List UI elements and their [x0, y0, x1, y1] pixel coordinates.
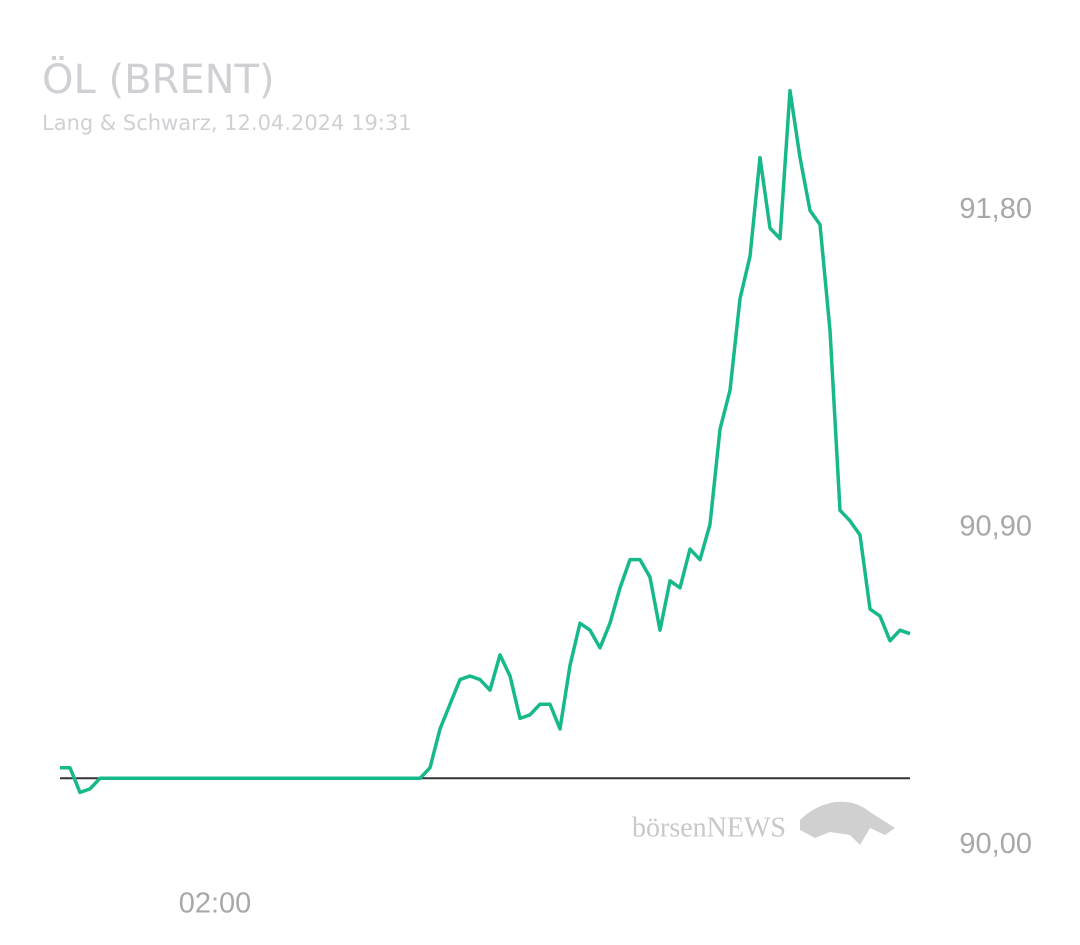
chart-subtitle: Lang & Schwarz, 12.04.2024 19:31: [42, 111, 412, 135]
y-tick-label: 90,00: [959, 828, 1032, 860]
y-tick-label: 90,90: [959, 511, 1032, 543]
watermark-bull: [800, 801, 895, 845]
y-tick-label: 91,80: [959, 193, 1032, 225]
x-tick-label: 02:00: [179, 888, 252, 920]
price-line: [60, 88, 911, 795]
chart-title: ÖL (BRENT): [42, 55, 275, 103]
watermark: börsenNEWS: [632, 812, 786, 843]
